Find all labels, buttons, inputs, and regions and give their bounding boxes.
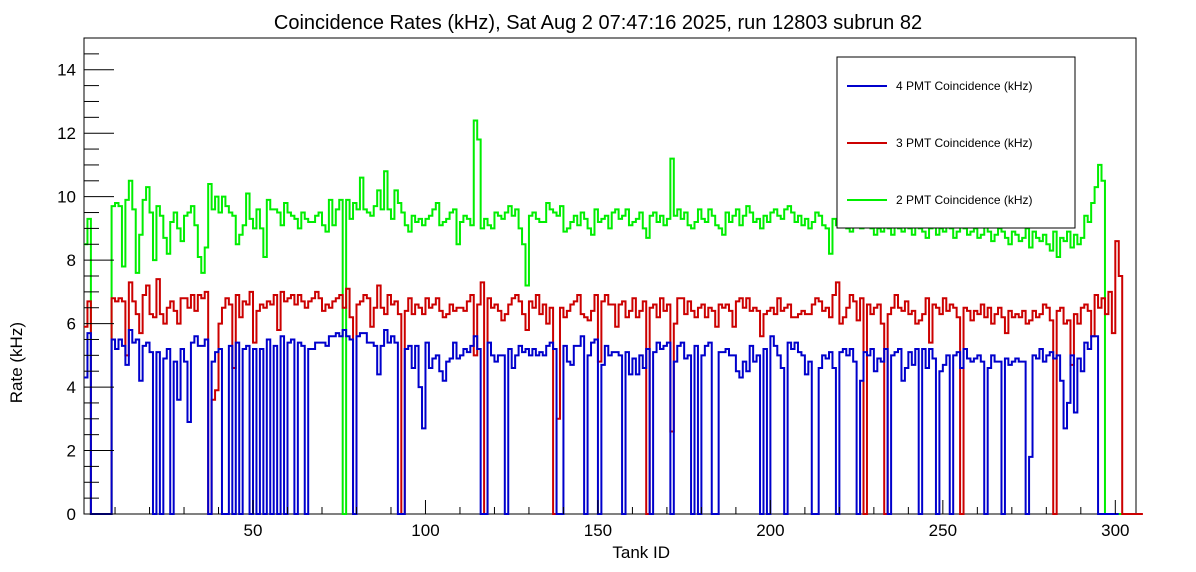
- x-tick-label: 300: [1101, 521, 1129, 540]
- legend-entry-label: 4 PMT Coincidence (kHz): [896, 79, 1033, 93]
- series-line-3-pmt: [84, 240, 1143, 515]
- y-tick-label: 10: [57, 188, 76, 207]
- y-axis-label: Rate (kHz): [7, 322, 26, 403]
- axis-layer: 50 100 150 200 250 300 0 2 4 6 8 10 12 14: [57, 37, 1129, 540]
- x-tick-label: 100: [411, 521, 439, 540]
- legend-entry-label: 2 PMT Coincidence (kHz): [896, 193, 1033, 207]
- x-tick-label: 250: [929, 521, 957, 540]
- y-tick-label: 2: [67, 442, 76, 461]
- series-line-4-pmt: [84, 328, 1119, 515]
- x-tick-label: 150: [584, 521, 612, 540]
- x-tick-label: 200: [756, 521, 784, 540]
- y-tick-label: 8: [67, 251, 76, 270]
- y-tick-label: 0: [67, 505, 76, 524]
- x-tick-label: 50: [244, 521, 263, 540]
- y-tick-label: 4: [67, 378, 76, 397]
- y-tick-label: 12: [57, 124, 76, 143]
- legend: 4 PMT Coincidence (kHz) 3 PMT Coincidence…: [836, 56, 1076, 229]
- legend-entry-label: 3 PMT Coincidence (kHz): [896, 136, 1033, 150]
- y-tick-label: 14: [57, 61, 76, 80]
- chart-title: Coincidence Rates (kHz), Sat Aug 2 07:47…: [274, 12, 922, 34]
- x-axis-label: Tank ID: [612, 543, 670, 562]
- y-tick-label: 6: [67, 315, 76, 334]
